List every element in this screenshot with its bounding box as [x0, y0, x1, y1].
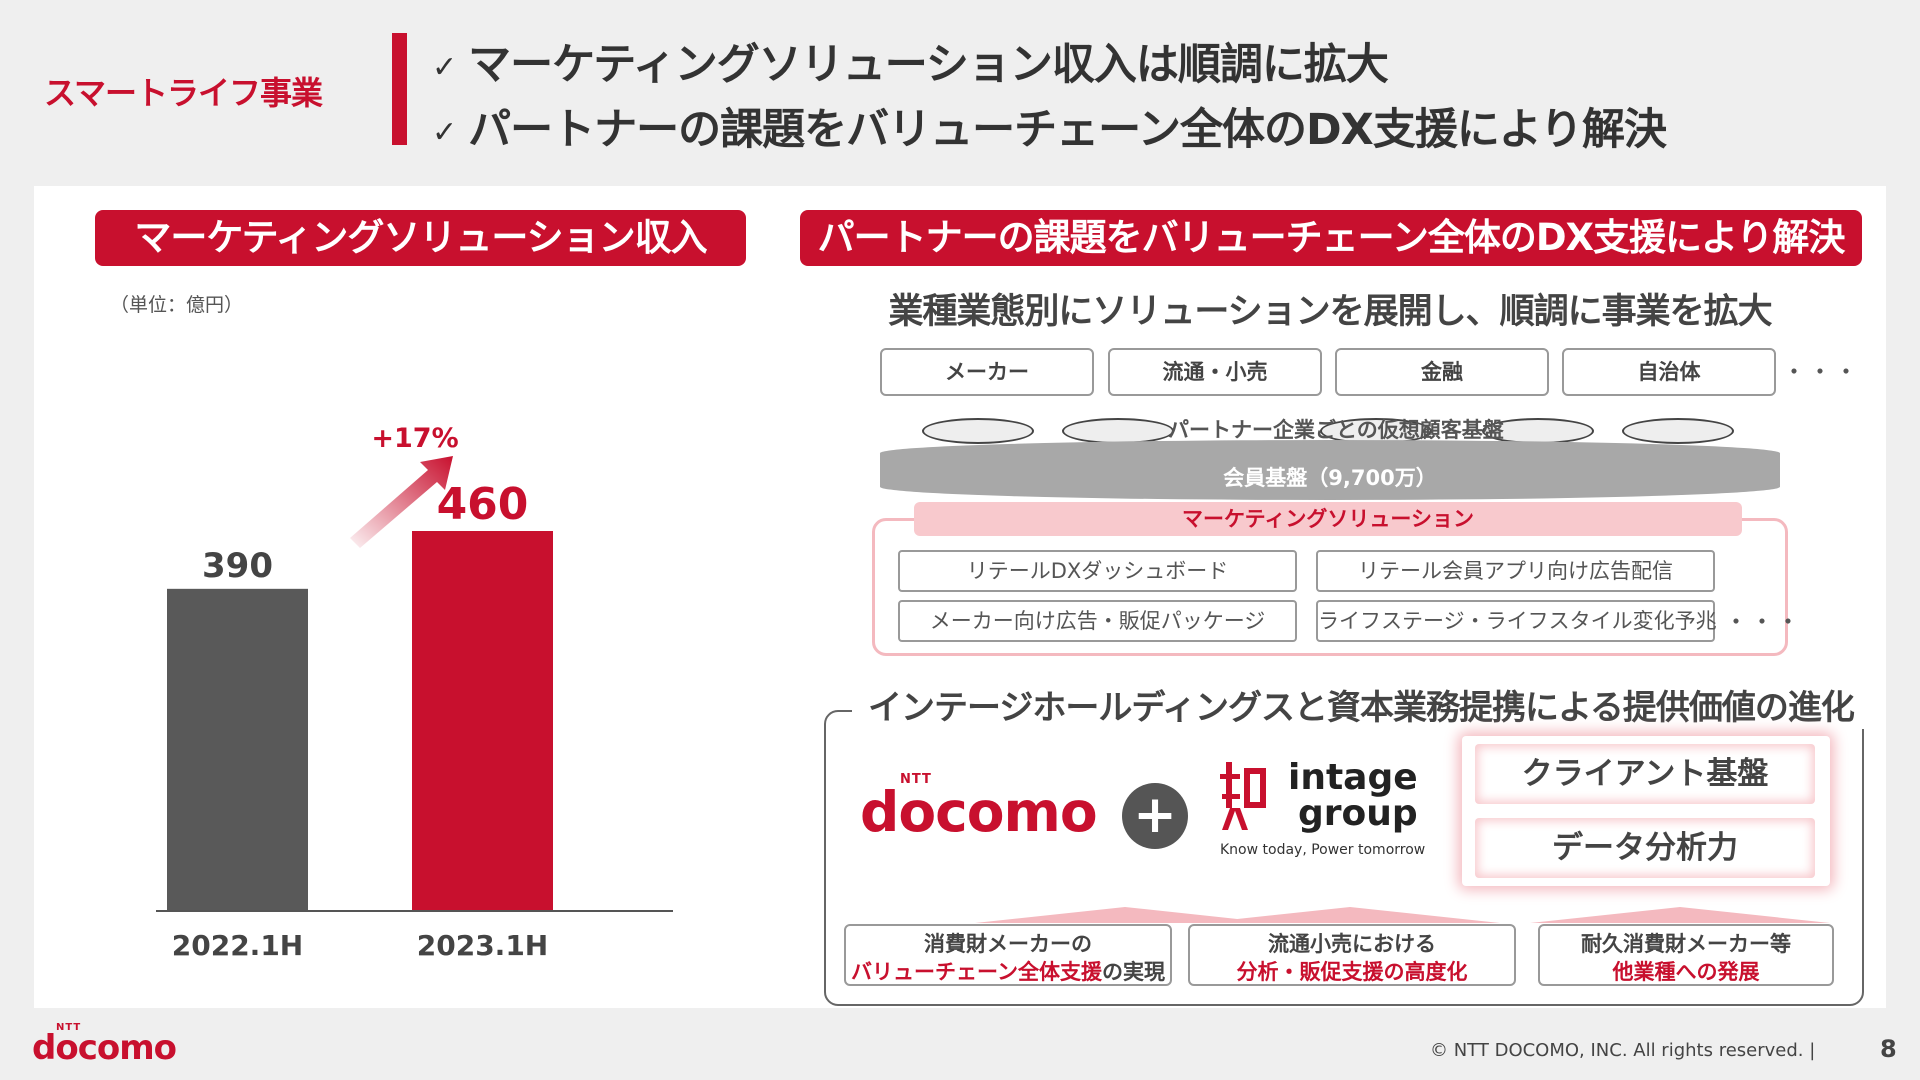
value-emphasis: 分析・販促支援の高度化 [1236, 960, 1468, 984]
solution-item: リテール会員アプリ向け広告配信 [1316, 550, 1715, 592]
marketing-solution-tab: マーケティングソリューション [914, 502, 1742, 536]
database-disk-icon [922, 418, 1034, 444]
growth-label: +17% [371, 423, 458, 454]
value-line1: 耐久消費財メーカー等 [1581, 932, 1791, 956]
x-tick-label: 2022.1H [172, 929, 303, 962]
ntt-mark: NTT [900, 772, 932, 787]
headline-1: ✓ マーケティングソリューション収入は順調に拡大 [432, 30, 1389, 92]
value-emphasis: 他業種への発展 [1612, 960, 1760, 984]
intage-headline: インテージホールディングスと資本業務提携による提供価値の進化 [852, 680, 1870, 729]
solution-item: メーカー向け広告・販促パッケージ [898, 600, 1297, 642]
industry-retail: 流通・小売 [1108, 348, 1322, 396]
unit-label: （単位：億円） [110, 294, 244, 316]
industry-finance: 金融 [1335, 348, 1549, 396]
bar-value-label: 460 [437, 479, 529, 530]
solution-item: ライフステージ・ライフスタイル変化予兆 [1316, 600, 1717, 642]
industry-maker: メーカー [880, 348, 1094, 396]
value-rest: の実現 [1101, 960, 1165, 984]
value-pointer-triangle [1200, 907, 1500, 923]
right-ribbon-title: パートナーの課題をバリューチェーン全体のDX支援により解決 [800, 210, 1862, 266]
value-box-consumer-goods: 消費財メーカーの バリューチェーン全体支援の実現 [844, 924, 1172, 986]
docomo-logo: NTT docomo [860, 772, 1098, 844]
client-base-item: クライアント基盤 [1475, 744, 1815, 804]
value-line1: 流通小売における [1268, 932, 1436, 956]
footer-logo-text: docomo [32, 1028, 177, 1068]
value-emphasis: バリューチェーン全体支援 [851, 960, 1102, 984]
header-accent-bar [392, 33, 407, 145]
ntt-mark: NTT [56, 1022, 82, 1033]
headline-2-text: パートナーの課題をバリューチェーン全体のDX支援により解決 [468, 105, 1667, 155]
industry-more-ellipsis: ・・・ [1782, 358, 1860, 386]
check-icon: ✓ [432, 115, 457, 150]
solution-more-ellipsis: ・・・ [1724, 608, 1802, 636]
growth-arrow-icon [350, 456, 453, 548]
value-box-retail: 流通小売における 分析・販促支援の高度化 [1188, 924, 1516, 986]
bar-2022.1H [167, 588, 308, 911]
copyright-text: © NTT DOCOMO, INC. All rights reserved. … [1430, 1040, 1816, 1061]
member-base-platform [880, 440, 1780, 500]
database-disk-icon [1622, 418, 1734, 444]
solution-item: リテールDXダッシュボード [898, 550, 1297, 592]
value-pointer-triangle [1530, 907, 1830, 923]
x-tick-label: 2023.1H [417, 929, 548, 962]
value-line1: 消費財メーカーの [924, 932, 1092, 956]
bar-value-label: 390 [202, 546, 273, 586]
solutions-headline: 業種業態別にソリューションを展開し、順調に事業を拡大 [888, 292, 1772, 332]
left-ribbon-title: マーケティングソリューション収入 [95, 210, 746, 266]
intage-logo-line2: group [1298, 793, 1418, 834]
intage-tagline: Know today, Power tomorrow [1220, 842, 1426, 858]
revenue-bar-chart: 390 2022.1H 460 2023.1H +17% [156, 423, 673, 962]
docomo-logo-text: docomo [860, 780, 1098, 844]
member-base-label: 会員基盤（9,700万） [1223, 466, 1437, 490]
page-number: 8 [1880, 1035, 1897, 1063]
headline-2: ✓ パートナーの課題をバリューチェーン全体のDX支援により解決 [432, 95, 1667, 157]
value-box-durables: 耐久消費財メーカー等 他業種への発展 [1538, 924, 1834, 986]
check-icon: ✓ [432, 50, 457, 85]
bar-2023.1H [412, 531, 553, 911]
footer-docomo-logo: NTT docomo [32, 1022, 177, 1068]
plus-icon: + [1122, 783, 1188, 849]
intage-group-logo: intage group [1288, 760, 1418, 832]
intage-logo-mark-icon [1220, 762, 1266, 830]
headline-1-text: マーケティングソリューション収入は順調に拡大 [468, 40, 1389, 90]
industry-government: 自治体 [1562, 348, 1776, 396]
section-label: スマートライフ事業 [44, 74, 323, 112]
data-analysis-item: データ分析力 [1475, 818, 1815, 878]
intage-logo-line1: intage [1288, 757, 1418, 798]
partner-database-label: パートナー企業ごとの仮想顧客基盤 [1168, 418, 1504, 442]
